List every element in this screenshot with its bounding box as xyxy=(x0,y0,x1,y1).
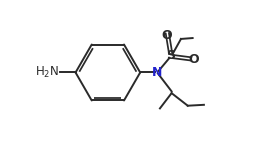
Text: O: O xyxy=(188,53,199,66)
Text: H$_2$N: H$_2$N xyxy=(35,65,59,80)
Text: N: N xyxy=(152,66,163,79)
Text: S: S xyxy=(167,49,176,62)
Text: O: O xyxy=(161,29,172,42)
